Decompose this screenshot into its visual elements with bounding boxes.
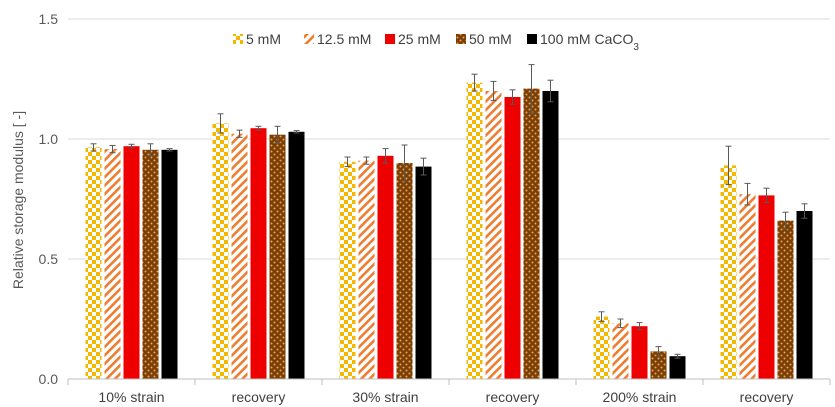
bar-100-mm-caco-3 <box>542 91 559 379</box>
error-bar <box>217 113 224 134</box>
bar-12.5-mm-4 <box>612 323 629 379</box>
legend-label: 12.5 mM <box>317 31 371 47</box>
error-bar <box>725 145 732 186</box>
error-bar <box>274 125 281 144</box>
error-bar <box>344 156 351 168</box>
bar-50-mm-2 <box>396 163 413 379</box>
bar-5-mm-2 <box>339 161 356 379</box>
error-bar <box>128 143 135 149</box>
legend-label: 25 mM <box>398 31 441 47</box>
bar-50-mm-0 <box>142 149 159 379</box>
error-bar <box>490 80 497 102</box>
bar-100-mm-caco-1 <box>288 131 305 379</box>
bar-5-mm-3 <box>466 82 483 379</box>
legend-label: 5 mM <box>246 31 281 47</box>
x-axis <box>67 378 831 385</box>
error-bar <box>655 346 662 357</box>
error-bar <box>401 144 408 182</box>
legend-label: 50 mM <box>469 31 512 47</box>
error-bar <box>547 79 554 103</box>
error-bar <box>420 157 427 176</box>
bar-100-mm-caco-5 <box>796 211 813 379</box>
bar-50-mm-4 <box>650 351 667 379</box>
legend-item-25-mm: 25 mM <box>385 31 441 47</box>
error-bars <box>90 64 808 359</box>
bar-5-mm-0 <box>85 147 102 379</box>
error-bar <box>147 143 154 157</box>
bar-50-mm-5 <box>777 220 794 379</box>
bar-5-mm-5 <box>720 165 737 379</box>
error-bar <box>236 129 243 138</box>
error-bar <box>90 143 97 152</box>
legend-swatch <box>527 34 537 44</box>
bar-25-mm-0 <box>123 146 140 379</box>
y-tick-label: 0.5 <box>39 251 59 267</box>
bar-100-mm-caco-4 <box>669 356 686 379</box>
error-bar <box>598 311 605 322</box>
bar-100-mm-caco-2 <box>415 166 432 379</box>
y-tick-label: 0.0 <box>39 371 59 387</box>
bar-50-mm-1 <box>269 134 286 379</box>
legend-label-subscript: 3 <box>633 42 639 53</box>
y-axis-ticks: 0.0 0.5 1.0 1.5 <box>39 11 59 387</box>
x-category-label: 10% strain <box>98 389 164 405</box>
x-category-label: 30% strain <box>352 389 418 405</box>
error-bar <box>763 187 770 204</box>
legend-swatch <box>385 34 395 44</box>
bar-12.5-mm-1 <box>231 133 248 379</box>
error-bar <box>255 125 262 131</box>
gridlines <box>68 18 830 260</box>
error-bar <box>363 156 370 165</box>
x-category-label: 200% strain <box>603 389 677 405</box>
error-bar <box>636 322 643 331</box>
error-bar <box>801 203 808 219</box>
legend-item-5-mm: 5 mM <box>233 31 281 47</box>
bar-5-mm-4 <box>593 316 610 379</box>
error-bar <box>471 73 478 92</box>
bar-12.5-mm-3 <box>485 91 502 379</box>
bar-25-mm-5 <box>758 195 775 379</box>
bar-12.5-mm-0 <box>104 149 121 379</box>
error-bar <box>509 89 516 105</box>
legend: 5 mM 12.5 mM 25 mM 50 mM 100 mM CaCO3 <box>233 31 639 53</box>
legend-item-50-mm: 50 mM <box>456 31 512 47</box>
legend-swatch <box>304 34 314 44</box>
legend-item-12.5-mm: 12.5 mM <box>304 31 371 47</box>
error-bar <box>382 148 389 164</box>
x-category-label: recovery <box>486 389 540 405</box>
error-bar <box>293 130 300 134</box>
x-category-label: recovery <box>232 389 286 405</box>
bar-50-mm-3 <box>523 88 540 379</box>
bar-25-mm-3 <box>504 97 521 379</box>
error-bar <box>744 182 751 206</box>
error-bar <box>528 64 535 114</box>
y-tick-label: 1.5 <box>39 11 59 27</box>
bar-25-mm-1 <box>250 128 267 379</box>
y-tick-label: 1.0 <box>39 131 59 147</box>
legend-label: 100 mM CaCO3 <box>540 31 639 53</box>
bar-100-mm-caco-0 <box>161 149 178 379</box>
x-category-label: recovery <box>740 389 794 405</box>
error-bar <box>674 353 681 359</box>
x-axis-category-labels: 10% strain recovery 30% strain recovery 200%… <box>98 389 793 405</box>
bars <box>85 82 813 380</box>
legend-item-100-mm-caco: 100 mM CaCO3 <box>527 31 639 53</box>
error-bar <box>109 144 116 154</box>
legend-swatch <box>456 34 466 44</box>
error-bar <box>782 211 789 230</box>
legend-swatch <box>233 34 243 44</box>
bar-5-mm-1 <box>212 123 229 380</box>
error-bar <box>166 148 173 152</box>
error-bar <box>617 318 624 329</box>
bar-25-mm-2 <box>377 155 394 379</box>
y-axis-title: Relative storage modulus [ -] <box>10 111 26 289</box>
bar-12.5-mm-5 <box>739 194 756 379</box>
bar-25-mm-4 <box>631 326 648 379</box>
bar-12.5-mm-2 <box>358 160 375 379</box>
